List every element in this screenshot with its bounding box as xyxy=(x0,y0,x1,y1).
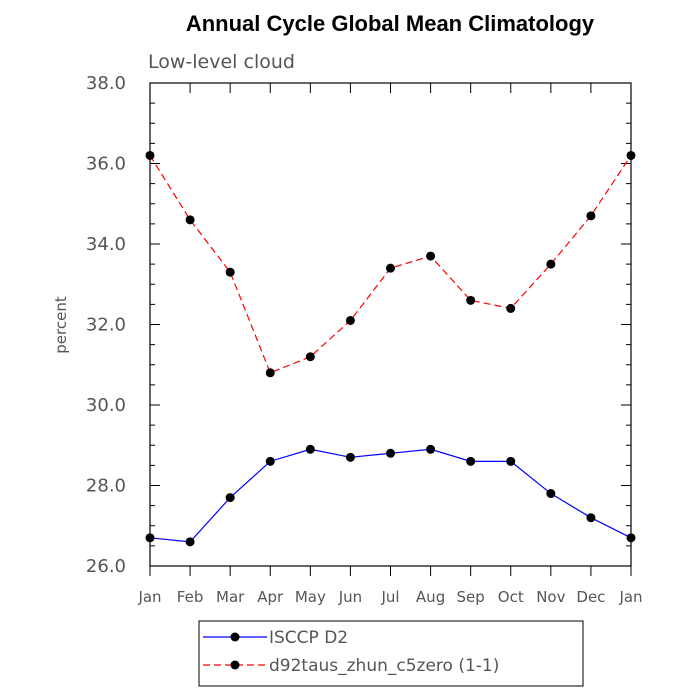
x-tick-label: Jan xyxy=(137,588,161,606)
legend-label-2: d92taus_zhun_c5zero (1-1) xyxy=(269,656,499,676)
series-2-point xyxy=(506,303,516,313)
series-1-point xyxy=(626,533,636,543)
series-2-point xyxy=(265,368,275,378)
y-tick-label: 38.0 xyxy=(86,73,126,94)
series-2-point xyxy=(386,263,395,273)
series-1-point xyxy=(546,489,556,499)
y-tick-label: 32.0 xyxy=(86,315,126,336)
chart-subtitle: Low-level cloud xyxy=(148,51,295,73)
x-tick-label: May xyxy=(295,588,326,606)
series-2-point xyxy=(546,259,556,269)
legend-swatch-marker-2 xyxy=(230,660,240,670)
series-1-point xyxy=(265,456,275,466)
series-1-point xyxy=(145,533,155,543)
series-1-point xyxy=(185,537,195,547)
series-2-point xyxy=(225,267,235,277)
series-line-1 xyxy=(149,448,632,543)
series-2-point xyxy=(185,215,195,225)
series-2-point xyxy=(426,251,436,261)
x-tick-label: Sep xyxy=(457,588,485,606)
series-1-point xyxy=(466,456,476,466)
series-1-point xyxy=(386,448,395,458)
x-tick-label: Jun xyxy=(338,588,362,606)
series-2-point xyxy=(305,352,315,362)
series-1-point xyxy=(426,444,436,454)
plot-area: 26.0 28.0 30.0 32.0 34.0 36.0 38.0 Jan Feb Mar Apr… xyxy=(86,73,643,606)
x-tick-label: Jan xyxy=(618,588,642,606)
y-tick-label: 26.0 xyxy=(86,556,126,577)
x-tick-label: Nov xyxy=(536,588,565,606)
legend-label-1: ISCCP D2 xyxy=(269,628,348,648)
y-tick-label: 28.0 xyxy=(86,476,126,497)
y-tick-label: 36.0 xyxy=(86,154,126,175)
series-2-point xyxy=(586,211,596,221)
y-axis-label: percent xyxy=(52,296,70,354)
x-tick-label: Mar xyxy=(216,588,245,606)
series-2-point xyxy=(466,295,476,305)
x-tick-label: Feb xyxy=(177,588,204,606)
x-tick-label: Oct xyxy=(498,588,524,606)
x-tick-label: Apr xyxy=(257,588,284,606)
x-tick-label: Aug xyxy=(416,588,445,606)
legend-box xyxy=(198,620,584,687)
series-2-point xyxy=(145,150,155,160)
legend: ISCCP D2 d92taus_zhun_c5zero (1-1) xyxy=(198,620,584,687)
y-tick-label: 34.0 xyxy=(86,234,126,255)
series-1-point xyxy=(225,493,235,503)
x-tick-label: Dec xyxy=(576,588,605,606)
y-tick-label: 30.0 xyxy=(86,395,126,416)
series-1-point xyxy=(305,444,315,454)
plot-frame xyxy=(149,82,632,567)
series-2-point xyxy=(626,150,636,160)
series-2-point xyxy=(345,315,355,325)
series-1-point xyxy=(506,456,516,466)
x-tick-label: Jul xyxy=(380,588,399,606)
series-1-point xyxy=(345,452,355,462)
chart-title: Annual Cycle Global Mean Climatology xyxy=(186,11,595,36)
legend-swatch-marker-1 xyxy=(230,632,240,642)
series-1-point xyxy=(586,513,596,523)
